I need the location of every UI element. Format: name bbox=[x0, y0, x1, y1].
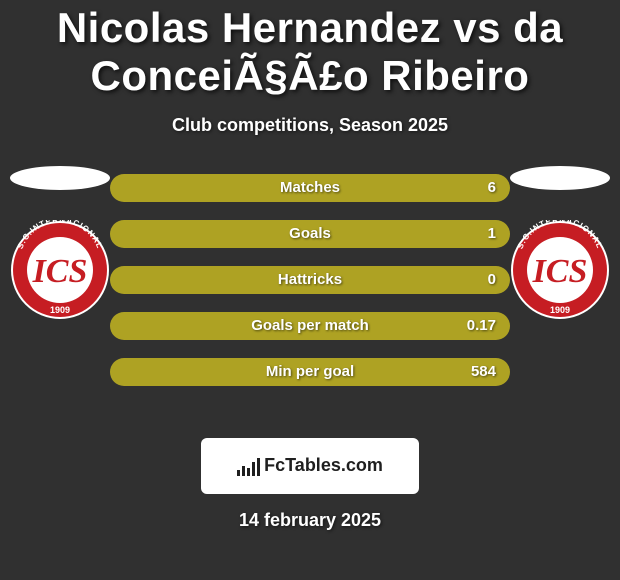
stat-label: Min per goal bbox=[266, 363, 354, 380]
stat-row: Hattricks 0 bbox=[110, 266, 510, 294]
brand-logo: FcTables.com bbox=[237, 455, 383, 476]
stat-label: Matches bbox=[280, 179, 340, 196]
svg-text:ICS: ICS bbox=[532, 253, 588, 290]
brand-box: FcTables.com bbox=[201, 438, 419, 494]
right-club-logo: S.C.INTERNACIONAL1909ICS bbox=[510, 220, 610, 320]
left-player-panel: S.C.INTERNACIONAL1909ICS bbox=[10, 166, 110, 320]
svg-text:1909: 1909 bbox=[550, 305, 570, 315]
stat-value-right: 1 bbox=[488, 225, 496, 242]
stat-label: Goals per match bbox=[251, 317, 369, 334]
stat-row: Min per goal 584 bbox=[110, 358, 510, 386]
svg-text:ICS: ICS bbox=[32, 253, 88, 290]
date-text: 14 february 2025 bbox=[0, 510, 620, 531]
svg-text:1909: 1909 bbox=[50, 305, 70, 315]
left-player-avatar bbox=[10, 166, 110, 190]
left-club-logo: S.C.INTERNACIONAL1909ICS bbox=[10, 220, 110, 320]
stat-label: Goals bbox=[289, 225, 331, 242]
page-title: Nicolas Hernandez vs da ConceiÃ§Ã£o Ribe… bbox=[0, 0, 620, 101]
right-player-avatar bbox=[510, 166, 610, 190]
stat-row: Matches 6 bbox=[110, 174, 510, 202]
stat-label: Hattricks bbox=[278, 271, 342, 288]
stat-value-right: 6 bbox=[488, 179, 496, 196]
stat-row: Goals 1 bbox=[110, 220, 510, 248]
stat-row: Goals per match 0.17 bbox=[110, 312, 510, 340]
brand-name: FcTables.com bbox=[264, 455, 383, 476]
stat-value-right: 0 bbox=[488, 271, 496, 288]
stats-column: Matches 6 Goals 1 Hattricks 0 Goals per match 0… bbox=[110, 174, 510, 386]
main-content: S.C.INTERNACIONAL1909ICS S.C.INTERNACION… bbox=[0, 174, 620, 424]
stat-value-right: 584 bbox=[471, 363, 496, 380]
subtitle-text: Club competitions, Season 2025 bbox=[0, 115, 620, 136]
stat-value-right: 0.17 bbox=[467, 317, 496, 334]
brand-bars-icon bbox=[237, 456, 260, 476]
right-player-panel: S.C.INTERNACIONAL1909ICS bbox=[510, 166, 610, 320]
